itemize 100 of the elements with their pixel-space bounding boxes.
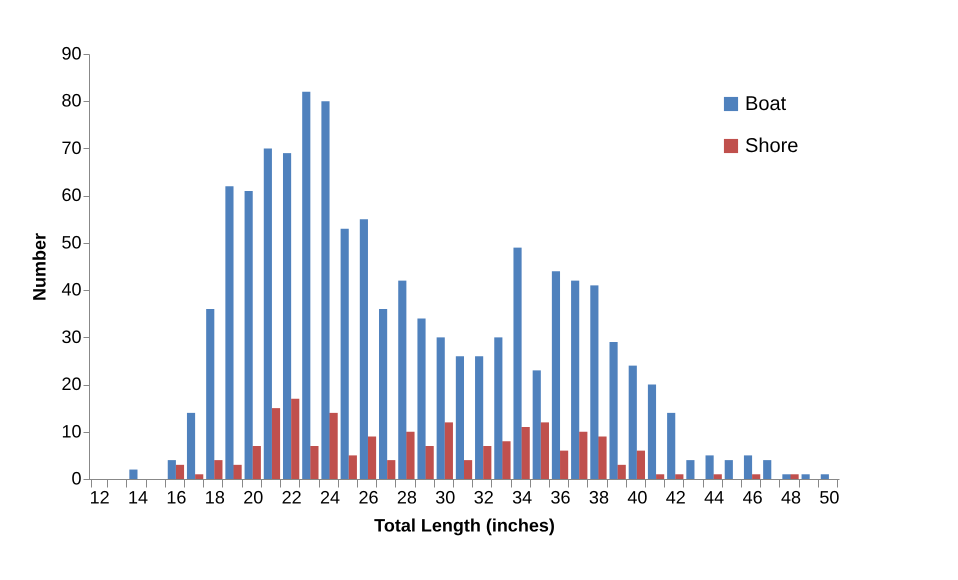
bar	[590, 285, 598, 479]
bar	[321, 101, 330, 479]
x-tick-label: 14	[128, 488, 148, 508]
bar	[706, 455, 714, 479]
bar	[264, 148, 272, 479]
bar	[724, 460, 733, 479]
x-tick-label: 24	[320, 488, 340, 508]
bar	[540, 422, 549, 479]
bar	[348, 455, 357, 479]
bar	[802, 474, 810, 479]
bar	[444, 422, 453, 479]
bar	[560, 450, 568, 479]
bar	[464, 460, 472, 479]
x-tick-label: 38	[588, 488, 609, 508]
y-axis-title: Number	[29, 232, 50, 302]
x-tick-label: 50	[819, 488, 840, 508]
bar	[483, 446, 492, 479]
bar	[360, 219, 368, 479]
x-tick-label: 28	[396, 488, 417, 508]
x-tick-label: 18	[204, 488, 225, 508]
bar	[675, 474, 684, 479]
y-tick-label: 80	[61, 90, 82, 111]
bar	[532, 370, 541, 479]
bar	[272, 408, 280, 479]
bar	[291, 398, 300, 479]
bar	[387, 460, 396, 479]
x-tick-label: 34	[512, 488, 532, 508]
bar	[714, 474, 722, 479]
bar	[252, 446, 261, 479]
bar	[752, 474, 760, 479]
bar	[656, 474, 664, 479]
x-tick-label: 16	[166, 488, 186, 508]
bar	[571, 280, 580, 479]
bar	[129, 470, 138, 479]
y-tick-label: 0	[71, 468, 82, 488]
y-tick-label: 60	[61, 185, 82, 206]
bar	[820, 474, 829, 479]
x-tick-label: 30	[435, 488, 456, 508]
bar	[667, 412, 676, 479]
bar	[782, 474, 791, 479]
bar	[579, 432, 588, 479]
x-tick-label: 40	[627, 488, 648, 508]
bar	[379, 309, 388, 479]
bar	[302, 92, 310, 479]
bar	[456, 356, 464, 479]
bar	[195, 474, 204, 479]
bar	[686, 460, 694, 479]
y-tick-label: 10	[61, 421, 82, 442]
x-tick-label: 48	[780, 488, 802, 508]
bar	[618, 464, 626, 479]
bar	[186, 412, 196, 479]
x-axis-title: Total Length (inches)	[374, 516, 555, 536]
bar	[426, 446, 434, 479]
y-tick-label: 90	[61, 44, 82, 64]
bar	[340, 228, 349, 479]
bar	[406, 432, 415, 479]
bar	[398, 280, 406, 479]
bar	[225, 186, 234, 479]
bar	[436, 337, 445, 479]
bar	[522, 427, 530, 479]
bar	[244, 190, 253, 479]
bar	[598, 436, 607, 479]
bar	[234, 464, 242, 479]
bar	[330, 412, 338, 479]
legend-label: Boat	[745, 93, 787, 115]
y-tick-label: 30	[61, 326, 82, 347]
x-tick-label: 22	[282, 488, 302, 508]
x-tick-label: 46	[742, 488, 763, 508]
bar	[176, 464, 184, 479]
y-tick-label: 40	[61, 280, 82, 300]
bar	[168, 460, 176, 479]
bar	[744, 455, 752, 479]
bar	[552, 271, 560, 479]
bar	[494, 337, 502, 479]
x-tick-label: 32	[474, 488, 494, 508]
bar	[417, 318, 426, 479]
x-tick-label: 44	[704, 488, 724, 508]
bar	[609, 342, 618, 479]
y-tick-label: 70	[61, 138, 82, 158]
x-tick-label: 20	[243, 488, 264, 508]
bar	[763, 460, 772, 479]
bar	[648, 384, 656, 479]
bar	[628, 366, 637, 479]
y-tick-label: 50	[61, 232, 82, 252]
bar	[502, 441, 511, 479]
x-tick-label: 12	[90, 488, 110, 508]
bar	[214, 460, 222, 479]
bar	[636, 450, 646, 479]
x-tick-label: 36	[550, 488, 571, 508]
x-tick-label: 42	[666, 488, 686, 508]
bar	[282, 153, 292, 479]
bar	[206, 309, 214, 479]
bar	[475, 356, 484, 479]
bar	[790, 474, 799, 479]
bar	[310, 446, 319, 479]
bar	[368, 436, 376, 479]
x-tick-label: 26	[358, 488, 378, 508]
y-tick-label: 20	[61, 374, 82, 394]
legend-label: Shore	[745, 135, 798, 157]
bar	[513, 248, 522, 479]
